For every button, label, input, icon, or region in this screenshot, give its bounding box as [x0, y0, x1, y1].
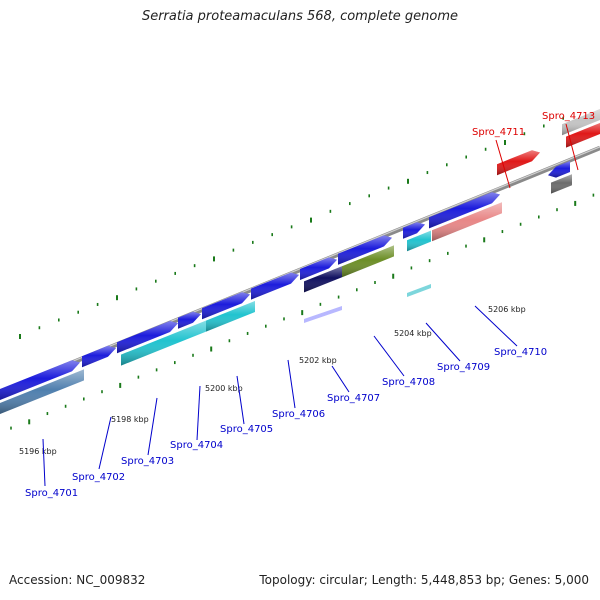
gene-band-4709 — [407, 284, 431, 297]
gene-arrow-shade-silver-4713 — [562, 108, 600, 136]
leader-line-spro-4702 — [98, 416, 112, 470]
gene-arrow-shade-fwd-4706 — [251, 272, 299, 300]
leader-line-spro-4708 — [373, 335, 405, 377]
leader-line-spro-4706 — [287, 359, 296, 409]
gene-arrow-shade-fwd-4703 — [117, 321, 178, 354]
gene-label-spro-4705[interactable]: Spro_4705 — [220, 424, 273, 435]
gene-label-spro-4702[interactable]: Spro_4702 — [72, 472, 125, 483]
label-leader-lines — [42, 123, 579, 487]
kbp-label-5204: 5204 kbp — [394, 329, 432, 338]
gene-arrow-shade-fwd-4702 — [82, 345, 116, 368]
leader-line-spro-4705 — [236, 375, 245, 425]
gene-arrow-shade-cat-4701 — [0, 369, 84, 414]
gene-arrow-shade-red-4713 — [566, 122, 600, 148]
leader-line-spro-4703 — [147, 397, 158, 456]
gene-arrow-shade-fwd-4704 — [178, 311, 201, 329]
gene-arrow-shade-rev-4713 — [548, 161, 570, 178]
gene-label-spro-4701[interactable]: Spro_4701 — [25, 488, 78, 499]
gene-arrow-shade-cat-4708 — [342, 245, 394, 278]
gene-label-spro-4704[interactable]: Spro_4704 — [170, 440, 223, 451]
gene-arrow-shade-fwd-4707 — [300, 257, 337, 280]
kbp-label-5202: 5202 kbp — [299, 356, 337, 365]
gene-arrow-shade-fwd-4708 — [338, 235, 392, 265]
gene-arrow-shade-fwd-4701 — [0, 360, 80, 400]
gene-label-spro-4707[interactable]: Spro_4707 — [327, 393, 380, 404]
gene-arrow-shade-cat-4707 — [304, 266, 342, 293]
gene-label-spro-4710[interactable]: Spro_4710 — [494, 347, 547, 358]
kbp-label-5198: 5198 kbp — [111, 415, 149, 424]
kbp-label-5200: 5200 kbp — [205, 384, 243, 393]
gene-label-spro-4708[interactable]: Spro_4708 — [382, 377, 435, 388]
kbp-label-5206: 5206 kbp — [488, 305, 526, 314]
kbp-scale-labels: 5196 kbp 5198 kbp 5200 kbp 5202 kbp 5204… — [19, 305, 526, 456]
leader-line-spro-4713 — [565, 123, 579, 171]
gene-arrow-shade-cat-4705 — [206, 301, 255, 332]
gene-arrow-shade-red-4711 — [497, 150, 540, 176]
gene-arrow-shade-fwd-4709 — [403, 222, 425, 239]
gene-label-spro-4706[interactable]: Spro_4706 — [272, 409, 325, 420]
leader-line-spro-4711 — [495, 139, 511, 189]
genome-summary-text: Topology: circular; Length: 5,448,853 bp… — [259, 573, 589, 587]
leader-line-spro-4710 — [474, 305, 518, 347]
gene-arrow-shade-fwd-4710 — [429, 192, 500, 229]
map-title: Serratia proteamaculans 568, complete ge… — [141, 9, 459, 24]
gene-label-spro-4713[interactable]: Spro_4713 — [542, 111, 595, 122]
gene-labels: Spro_4701 Spro_4702 Spro_4703 Spro_4704 Spro… — [25, 111, 595, 499]
kbp-label-5196: 5196 kbp — [19, 447, 57, 456]
leader-line-spro-4707 — [331, 365, 350, 393]
gene-arrow-shade-fwd-4705 — [202, 292, 250, 320]
leader-line-spro-4704 — [196, 385, 201, 441]
gene-label-spro-4703[interactable]: Spro_4703 — [121, 456, 174, 467]
gene-label-spro-4711[interactable]: Spro_4711 — [472, 127, 525, 138]
inner-tick-ring — [10, 193, 595, 430]
gene-arrow-shade-cat-4703 — [121, 320, 206, 366]
gene-band-4707 — [304, 306, 342, 323]
gene-arrow-shade-cat-4709 — [407, 230, 431, 252]
outer-tick-ring — [19, 116, 565, 339]
leader-line-spro-4709 — [425, 322, 461, 362]
accession-text: Accession: NC_009832 — [9, 573, 146, 587]
leader-line-spro-4701 — [42, 438, 46, 487]
gene-label-spro-4709[interactable]: Spro_4709 — [437, 362, 490, 373]
gene-features — [0, 108, 600, 414]
gene-arrow-shade-cat-4713 — [551, 174, 572, 194]
gene-arrow-shade-cat-4710 — [432, 202, 502, 242]
